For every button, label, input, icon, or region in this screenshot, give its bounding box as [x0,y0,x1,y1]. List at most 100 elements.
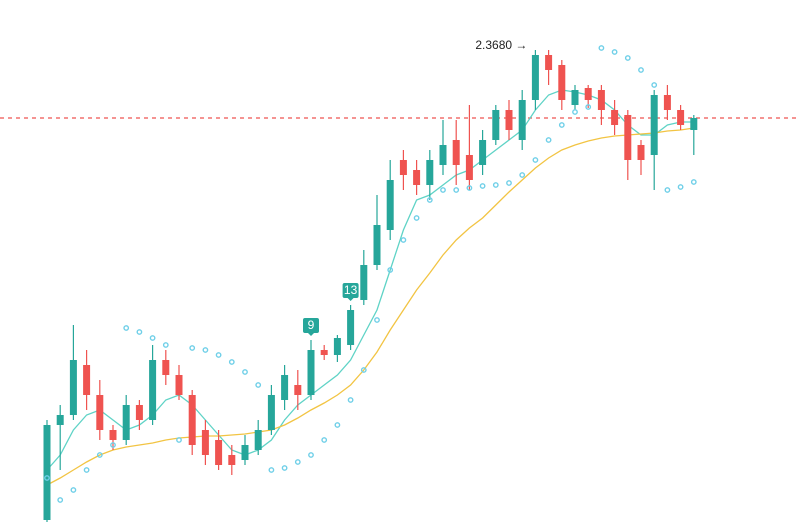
sar-dot [506,180,512,186]
sar-dot [321,437,328,443]
sar-dot [83,467,90,473]
sar-dot [96,452,103,458]
sar-dot [242,369,248,375]
candle-body [492,110,500,140]
candle-body [663,95,671,110]
sar-dot [611,49,618,55]
sar-dot [426,197,433,203]
moving-average-line [46,89,694,471]
candle-body [109,430,117,440]
count-marker-label: 13 [344,283,358,297]
sar-dot [228,359,235,365]
sar-dot [176,437,182,443]
candle-body [479,140,487,165]
candle-body [69,360,77,415]
candle-body [122,405,130,440]
candle-body [333,338,341,355]
sar-dot [440,187,446,193]
candle-body [571,90,579,105]
candle-body [281,375,289,400]
candle-body [584,88,592,100]
sar-dot [400,237,407,243]
sar-dot [334,422,341,428]
sar-dot [360,367,367,373]
count-marker-pointer [308,333,314,336]
sar-dot [651,82,658,88]
sar-dot [70,487,77,493]
candle-body [149,360,157,420]
sar-dot [57,497,64,503]
candle-body [135,405,143,420]
sar-dot [453,187,460,193]
candle-body [624,115,632,160]
sar-dot [413,215,420,221]
candle-body [545,55,553,70]
sar-dot [638,67,644,73]
sar-dot [294,459,301,465]
candle-body [347,310,355,345]
candle-body [386,180,394,230]
sar-dot [558,122,565,128]
sar-dot [532,157,539,163]
candle-body [215,440,223,465]
candle-body [267,395,275,430]
sar-dot [202,347,209,353]
candle-body [426,160,434,185]
candle-body [294,385,302,395]
sar-dot [215,352,222,358]
sar-dot [624,55,631,61]
sar-dot [123,325,130,331]
candle-body [677,110,685,125]
candle-body [373,225,381,265]
sar-dot [492,182,499,188]
candle-body [43,425,51,520]
count-marker-pointer [347,298,354,301]
candle-body [439,145,447,165]
candle-body [254,430,262,450]
sar-dot [677,184,684,190]
candle-body [597,90,605,110]
sar-dot [387,267,394,273]
candle-body [518,100,526,140]
sar-dot [255,382,262,388]
candle-body [83,365,91,395]
sar-dot [189,345,196,351]
candle-body [188,395,196,445]
candle-body [228,455,236,465]
count-marker-box [342,283,359,298]
sar-dot [374,317,380,323]
count-marker-label: 9 [308,318,315,332]
candle-body [650,95,658,155]
candle-body [558,65,566,100]
candle-body [531,55,539,100]
high-annotation: 2.3680 → [475,38,527,52]
candle-body [307,350,315,395]
sar-dot [479,183,486,189]
candle-body [241,445,249,460]
candle-body [611,110,619,125]
sar-dot [466,185,473,191]
sar-dot [519,172,526,178]
candle-body [360,265,368,300]
candle-body [201,430,209,455]
sar-dot [149,335,156,341]
sar-dot [347,397,354,403]
sar-dot [598,45,605,51]
sar-dot [162,342,169,348]
candle-body [413,170,421,185]
candle-body [452,140,460,165]
candle-body [637,145,645,160]
candle-body [175,375,183,395]
candle-body [56,415,64,425]
moving-average-line [46,127,694,486]
sar-dot [136,329,143,335]
candle-body [505,110,513,130]
sar-dot [110,442,116,448]
sar-dot [545,137,552,143]
sar-dot [308,452,314,458]
candle-body [465,155,473,180]
sar-dot [690,179,697,185]
sar-dot [281,465,288,471]
sar-dot [268,467,275,473]
